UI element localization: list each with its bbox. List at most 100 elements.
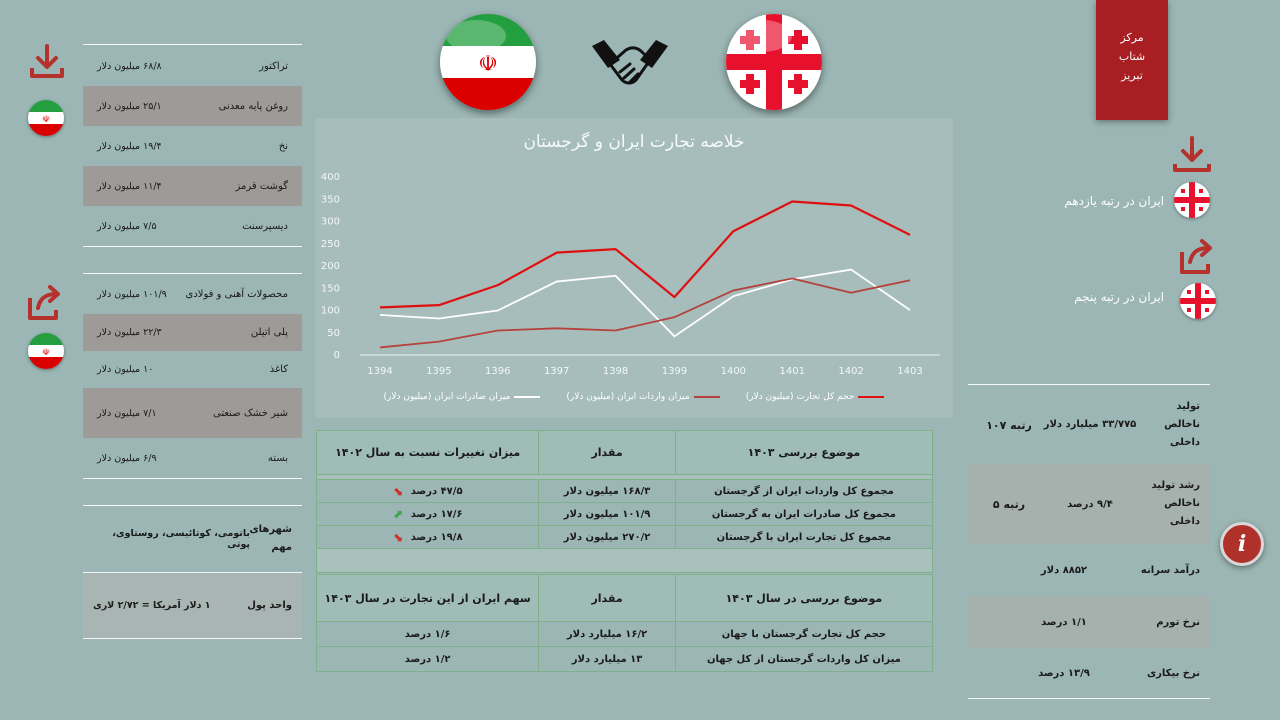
legend-label: حجم کل تجارت (میلیون دلار): [745, 392, 855, 402]
product-name: پلی اتیلن: [250, 327, 288, 338]
economy-rank: رتبه ۵: [992, 497, 1026, 511]
trade-chart-panel: خلاصه تجارت ایران و گرجستان 0 50 100 150 200…: [315, 118, 953, 418]
product-value: ۲۲/۳ میلیون دلار: [97, 327, 162, 338]
trade-changes-table: موضوع بررسی ۱۴۰۳ مقدار میزان تغییرات نسب…: [316, 430, 933, 573]
economy-panel: تولید ناخالص داخلی ۳۳/۷۷۵ میلیارد دلار ر…: [968, 386, 1210, 698]
export-icon: [28, 285, 60, 320]
table-cell: مجموع کل تجارت ایران با گرجستان: [674, 526, 932, 548]
list-item: پلی اتیلن ۲۲/۳ میلیون دلار: [83, 314, 302, 351]
info-icon: i: [1237, 531, 1247, 557]
trend-down-icon: ⬊: [392, 484, 403, 498]
economy-value: ۳۳/۷۷۵ میلیارد دلار: [1043, 419, 1137, 430]
product-value: ۱۹/۴ میلیون دلار: [97, 140, 162, 152]
x-tick-label: 1396: [485, 366, 510, 377]
table-row: میزان کل واردات گرجستان از کل جهان ۱۳ می…: [316, 647, 933, 672]
table-cell: ۱۶/۲ میلیارد دلار: [538, 622, 675, 646]
table-cell-change: ۱۹/۸ درصد ⬊: [317, 526, 538, 548]
cities-row: شهرهای مهم باتومی، کوتائیسی، روستاوی، پو…: [83, 510, 302, 568]
product-value: ۶/۹ میلیون دلار: [97, 452, 157, 464]
iran-flag-icon-2: ☫: [28, 333, 64, 369]
svg-text:☫: ☫: [478, 52, 498, 77]
change-value: ۱۷/۶ درصد: [410, 508, 463, 520]
list-item: گوشت قرمز ۱۱/۴ میلیون دلار: [83, 166, 302, 206]
list-item: تراکتور ۶۸/۸ میلیون دلار: [83, 46, 302, 86]
legend-label: میزان واردات ایران (میلیون دلار): [566, 392, 690, 402]
table-header: موضوع بررسی ۱۴۰۳: [674, 431, 932, 474]
list-item: کاغذ ۱۰ میلیون دلار: [83, 351, 302, 388]
table-row: مجموع کل تجارت ایران با گرجستان ۲۷۰/۲ می…: [316, 526, 933, 549]
iran-flag-icon: ☫: [28, 100, 64, 136]
product-name: محصولات آهنی و فولادی: [185, 288, 288, 300]
x-tick-label: 1399: [662, 366, 687, 377]
cities-value: باتومی، کوتائیسی، روستاوی، پوتی: [112, 528, 250, 550]
info-button[interactable]: i: [1220, 522, 1264, 566]
export-icon-right: [1180, 239, 1212, 274]
x-tick-label: 1400: [721, 366, 746, 377]
economy-value: ۱/۱ درصد: [1041, 616, 1087, 628]
georgia-flag-icon-2: [1180, 283, 1216, 319]
export-products-list: تراکتور ۶۸/۸ میلیون دلار روغن پایه معدنی ۲…: [83, 46, 302, 246]
economy-rank: رتبه ۱۰۷: [986, 418, 1032, 432]
chart-title: خلاصه تجارت ایران و گرجستان: [523, 132, 745, 152]
economy-value: ۱۳/۹ درصد: [1038, 667, 1090, 679]
iran-flag-large: ☫: [440, 14, 536, 110]
economy-row: درآمد سرانه ۸۸۵۲ دلار: [968, 544, 1210, 596]
table-cell: مجموع کل واردات ایران از گرجستان: [674, 480, 932, 502]
table-cell: ۱۳ میلیارد دلار: [538, 647, 675, 671]
series-line-2: [379, 277, 911, 349]
product-name: گوشت قرمز: [235, 180, 288, 192]
georgia-world-trade-table: موضوع بررسی در سال ۱۴۰۳ مقدار سهم ایران …: [316, 574, 933, 672]
table-cell-change: ۱۷/۶ درصد ⬈: [317, 503, 538, 525]
economy-row: نرخ بیکاری ۱۳/۹ درصد: [968, 648, 1210, 698]
x-tick-label: 1394: [367, 366, 392, 377]
x-tick-label: 1401: [779, 366, 804, 377]
y-tick-label: 350: [321, 194, 340, 205]
table-cell: ۲۷۰/۲ میلیون دلار: [538, 526, 675, 548]
change-value: ۱۹/۸ درصد: [410, 531, 463, 543]
economy-label: نرخ تورم: [1156, 616, 1200, 628]
list-item: دیسپرسنت ۷/۵ میلیون دلار: [83, 206, 302, 246]
table-row: حجم کل تجارت گرجستان با جهان ۱۶/۲ میلیار…: [316, 622, 933, 647]
economy-label: رشد تولید ناخالص داخلی: [1151, 480, 1201, 527]
y-tick-label: 300: [321, 217, 340, 228]
economy-label: تولید ناخالص داخلی: [1164, 401, 1200, 448]
product-name: کاغذ: [269, 364, 288, 375]
legend-item: حجم کل تجارت (میلیون دلار): [746, 392, 885, 402]
series-line-1: [379, 268, 911, 338]
legend-item: میزان واردات ایران (میلیون دلار): [566, 392, 720, 402]
product-name: دیسپرسنت: [242, 220, 288, 232]
georgia-flag-icon: [1174, 182, 1210, 218]
y-tick-label: 0: [334, 350, 340, 361]
product-value: ۲۵/۱ میلیون دلار: [97, 100, 162, 112]
y-tick-label: 250: [321, 239, 340, 250]
y-tick-label: 50: [327, 328, 340, 339]
georgia-flag-large: [726, 14, 822, 110]
import-products-list: محصولات آهنی و فولادی ۱۰۱/۹ میلیون دلار پ…: [83, 274, 302, 478]
brand-line-1: مرکز: [1120, 31, 1144, 44]
product-name: تراکتور: [259, 60, 288, 72]
product-value: ۶۸/۸ میلیون دلار: [97, 60, 162, 72]
brand-line-3: تبریز: [1121, 69, 1143, 82]
x-tick-label: 1397: [544, 366, 569, 377]
table-cell-change: ۴۷/۵ درصد ⬊: [317, 480, 538, 502]
legend-item: میزان صادرات ایران (میلیون دلار): [384, 392, 541, 402]
table-header: سهم ایران از این تجارت در سال ۱۴۰۳: [324, 591, 531, 605]
brand-line-2: شتاب: [1118, 50, 1146, 63]
x-tick-label: 1402: [838, 366, 863, 377]
y-tick-label: 200: [321, 261, 340, 272]
x-tick-label: 1395: [426, 366, 451, 377]
economy-row: نرخ تورم ۱/۱ درصد: [968, 596, 1210, 648]
list-item: روغن پایه معدنی ۲۵/۱ میلیون دلار: [83, 86, 302, 126]
product-value: ۷/۵ میلیون دلار: [97, 220, 157, 232]
table-row: مجموع کل واردات ایران از گرجستان ۱۶۸/۳ م…: [316, 480, 933, 503]
trend-down-icon: ⬊: [392, 530, 403, 544]
product-value: ۱۰۱/۹ میلیون دلار: [97, 288, 167, 300]
download-icon-right: [1173, 136, 1211, 172]
svg-text:☫: ☫: [42, 115, 50, 125]
table-cell: مجموع کل صادرات ایران به گرجستان: [674, 503, 932, 525]
table-cell: ۱۰۱/۹ میلیون دلار: [538, 503, 675, 525]
download-icon: [30, 44, 64, 78]
handshake-icon: [592, 40, 668, 85]
economy-row: رشد تولید ناخالص داخلی ۹/۴ درصد رتبه ۵: [968, 464, 1210, 544]
economy-label: درآمد سرانه: [1140, 564, 1200, 576]
